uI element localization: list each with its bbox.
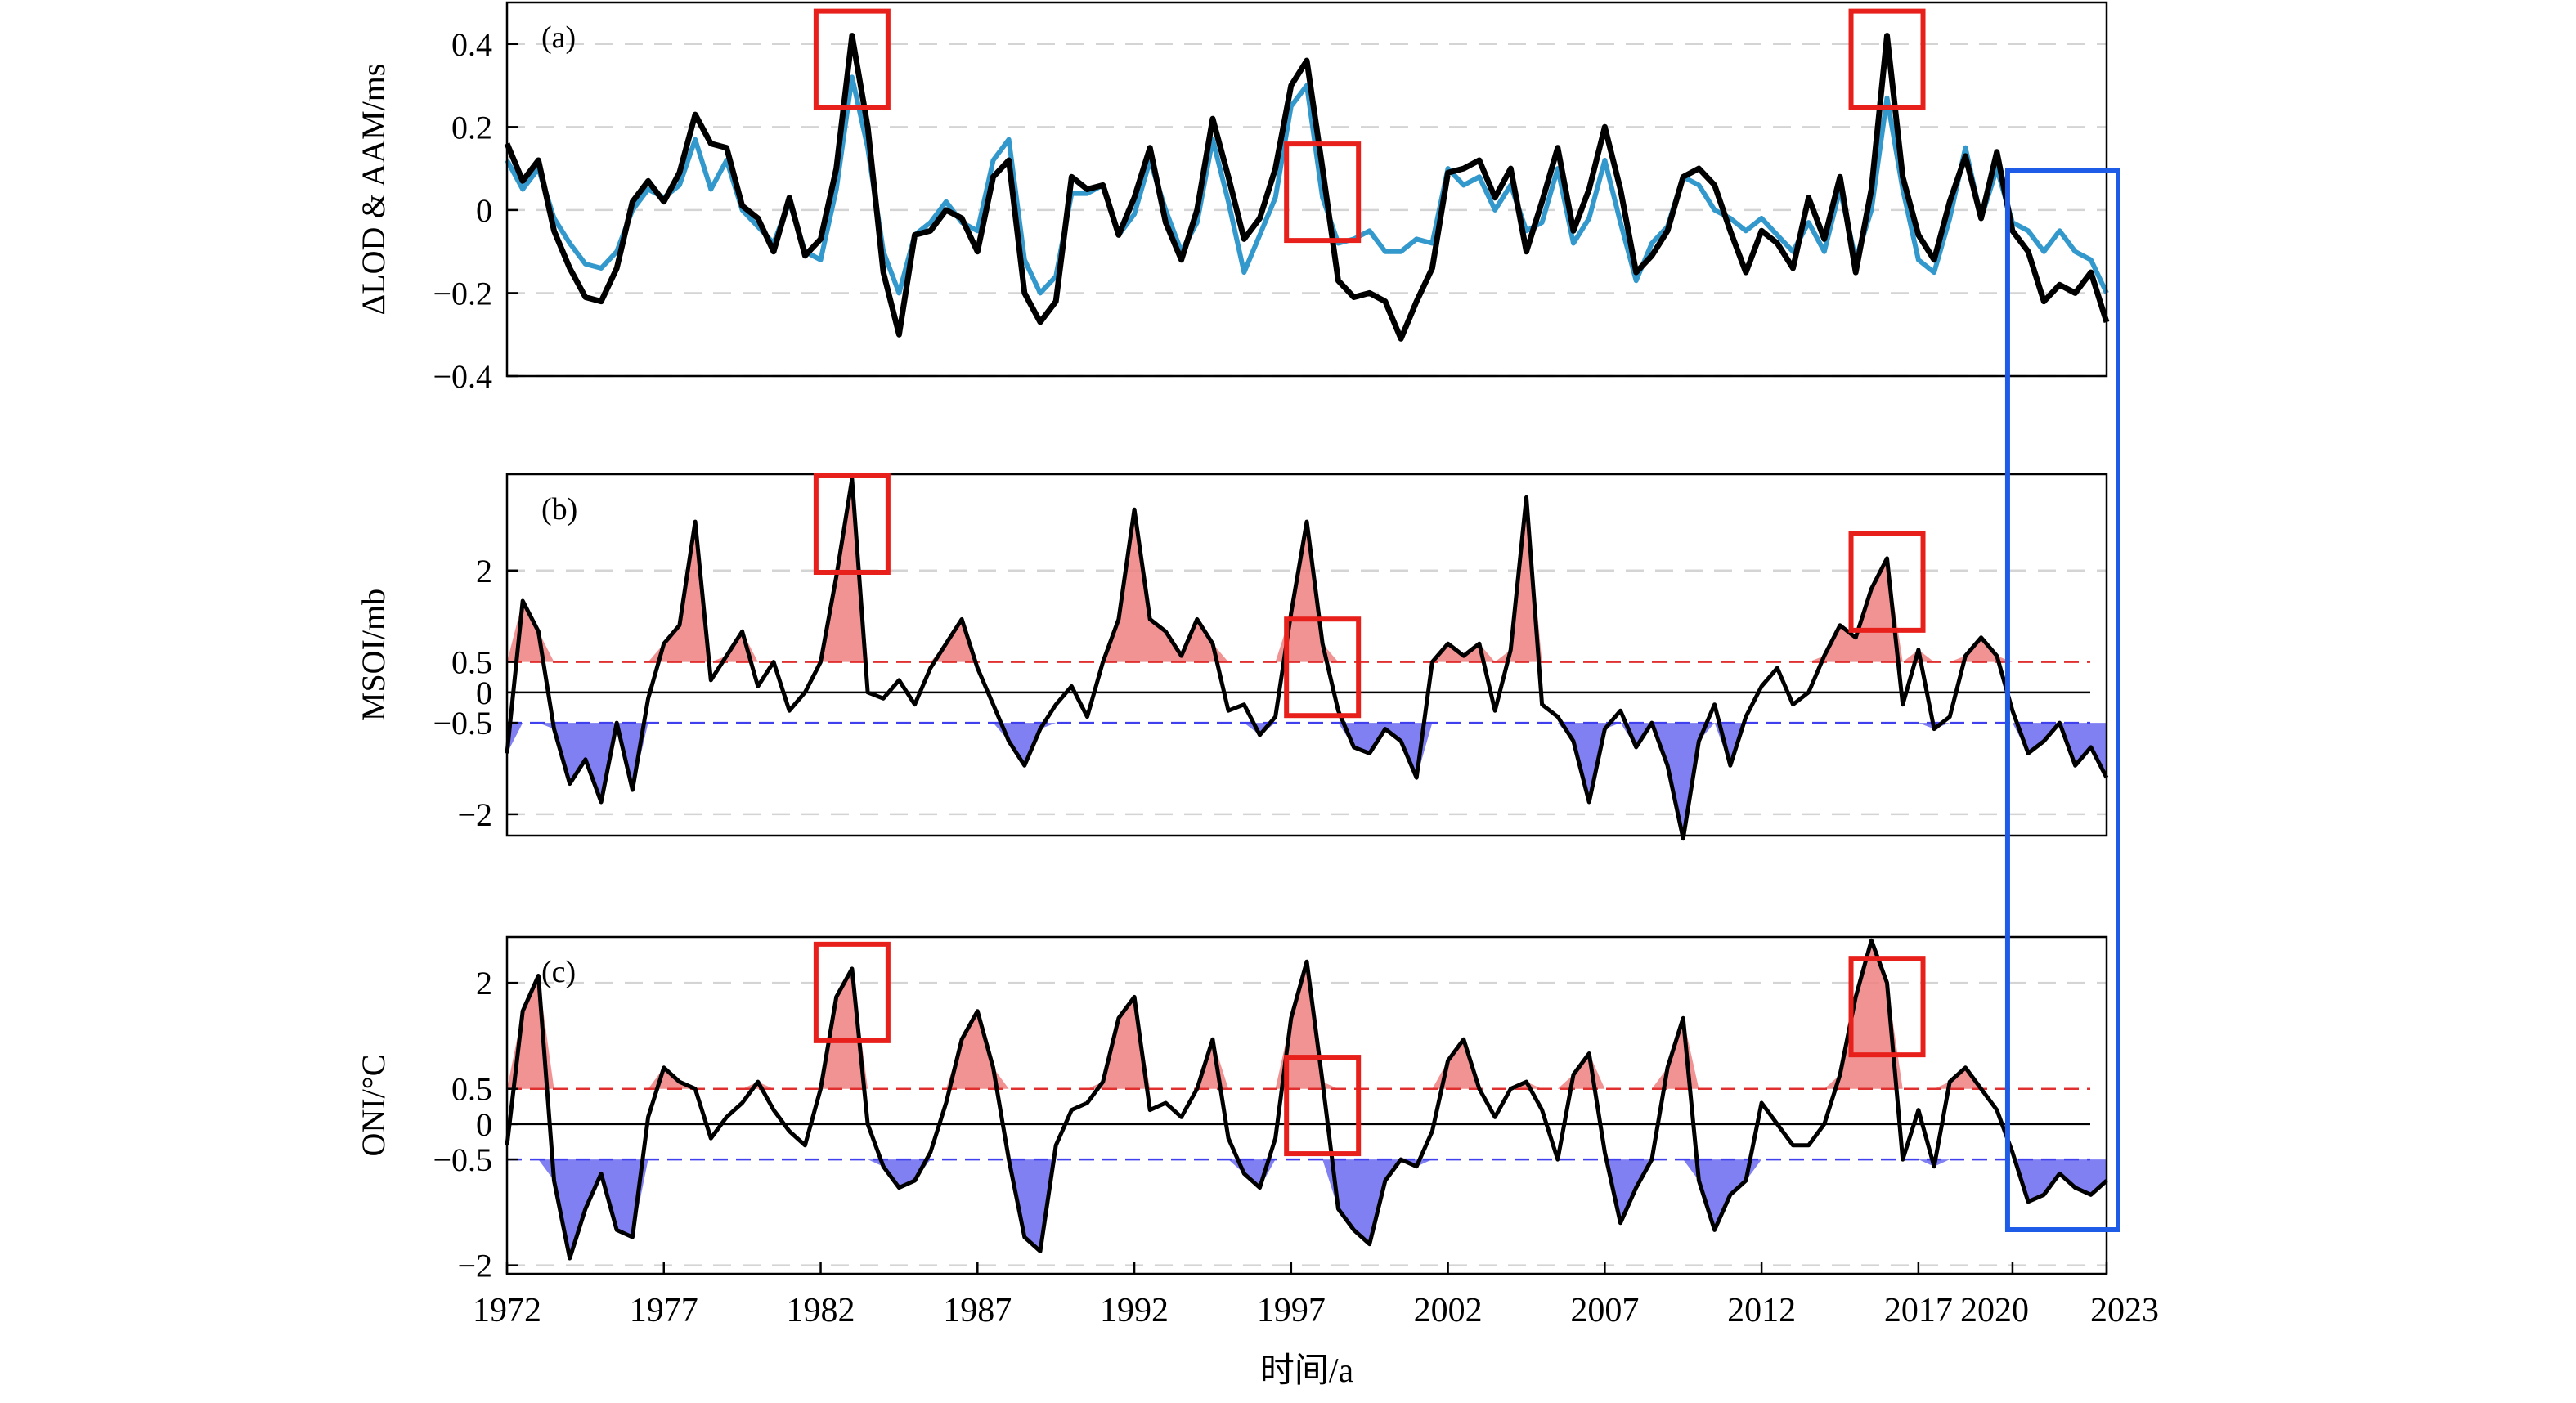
series-line-msoi xyxy=(505,477,2109,841)
el-nino-highlight-box xyxy=(1284,616,1362,719)
panel-b-msoi: (b) 2 0.50−0.5 −2 MSOI/mb xyxy=(355,473,2109,841)
y-tick-label: 0.5 xyxy=(451,644,492,681)
y-tick-label: −2 xyxy=(457,1248,492,1284)
el-nino-highlight-box xyxy=(1848,8,1926,110)
y-tick-label: −0.2 xyxy=(433,275,492,312)
panel-c-frame xyxy=(505,935,2108,1275)
series-line-oni xyxy=(505,938,2108,1261)
el-nino-highlight-box xyxy=(1848,956,1926,1058)
negative-fill xyxy=(507,1159,2107,1258)
x-tick-label: 2012 xyxy=(1727,1292,1796,1329)
y-tick-label: −0.5 xyxy=(433,705,492,742)
panel-b-frame xyxy=(505,473,2108,837)
x-tick-label: 1977 xyxy=(630,1292,698,1329)
panel-a-frame xyxy=(505,1,2108,378)
y-tick-label: 0.2 xyxy=(451,109,492,146)
series-line-lod xyxy=(504,33,2110,342)
panel-b-label: (b) xyxy=(541,492,577,527)
x-tick-label: 1987 xyxy=(943,1292,1012,1329)
x-axis: 1972 1977 1982 1987 1992 1997 2002 2007 2012 2017… xyxy=(473,1262,2159,1329)
y-tick-label: 0.5 xyxy=(451,1071,492,1108)
panel-c-ylabel: ONI/°C xyxy=(355,1055,392,1157)
panel-c-label: (c) xyxy=(541,955,576,989)
x-tick-label: 1972 xyxy=(473,1292,541,1329)
x-tick-label: 2020 xyxy=(1960,1292,2029,1329)
positive-fill xyxy=(507,940,2107,1089)
x-tick-label: 2017 xyxy=(1884,1292,1953,1329)
panel-a-ylabel: ΔLOD & AAM/ms xyxy=(355,64,392,316)
y-tick-label: −2 xyxy=(457,796,492,833)
y-tick-label: −0.5 xyxy=(433,1141,492,1178)
panel-b-ylabel: MSOI/mb xyxy=(355,589,392,721)
panel-a-lod-aam: (a) 0.4 0.2 0 −0.2 −0.4 ΔLOD & AAM/ms xyxy=(355,1,2110,395)
x-tick-label: 1982 xyxy=(787,1292,855,1329)
el-nino-highlight-box xyxy=(813,8,891,110)
y-tick-label: 0 xyxy=(476,192,492,229)
panel-a-label: (a) xyxy=(541,20,576,55)
x-tick-label: 2007 xyxy=(1570,1292,1639,1329)
positive-fill xyxy=(507,479,2107,662)
el-nino-highlight-box xyxy=(1848,531,1926,633)
y-tick-label: 0.4 xyxy=(451,26,492,63)
x-tick-label: 1997 xyxy=(1257,1292,1326,1329)
y-tick-label: −0.4 xyxy=(433,358,492,395)
highlight-boxes xyxy=(813,8,2120,1232)
x-axis-label: 时间/a xyxy=(1260,1352,1354,1390)
recent-period-highlight-box xyxy=(2004,168,2120,1232)
el-nino-highlight-box xyxy=(813,473,891,575)
y-tick-label: 2 xyxy=(476,553,492,589)
y-tick-label: 0 xyxy=(476,1106,492,1143)
x-tick-label: 1992 xyxy=(1100,1292,1169,1329)
y-tick-label: 0 xyxy=(476,675,492,711)
negative-fill xyxy=(507,723,2107,839)
el-nino-highlight-box xyxy=(1284,141,1362,244)
x-tick-label: 2023 xyxy=(2090,1292,2159,1329)
panel-c-oni: (c) 2 0.50−0.5 −2 ONI/°C xyxy=(355,935,2108,1284)
y-tick-label: 2 xyxy=(476,965,492,1002)
el-nino-highlight-box xyxy=(1284,1055,1362,1157)
el-nino-highlight-box xyxy=(813,941,891,1043)
x-tick-label: 2002 xyxy=(1414,1292,1483,1329)
